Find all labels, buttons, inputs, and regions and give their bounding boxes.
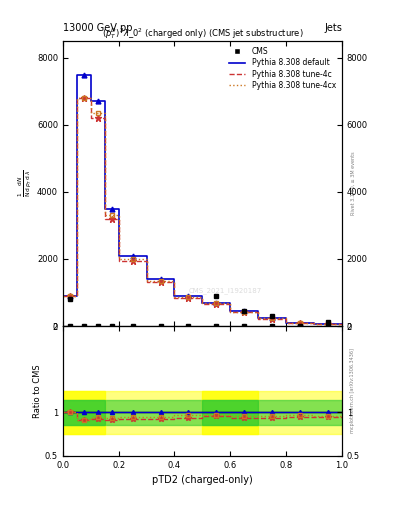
Pythia 8.308 default: [61, 293, 65, 299]
Text: Rivet 3.1.10, ≥ 3M events: Rivet 3.1.10, ≥ 3M events: [350, 152, 355, 216]
Pythia 8.308 tune-4cx: [312, 320, 316, 326]
Text: mcplots.cern.ch [arXiv:1306.3436]: mcplots.cern.ch [arXiv:1306.3436]: [350, 349, 355, 433]
Pythia 8.308 default: [200, 293, 205, 299]
Pythia 8.308 tune-4c: [200, 294, 205, 301]
Pythia 8.308 default: [88, 72, 93, 78]
Pythia 8.308 tune-4cx: [340, 321, 344, 327]
Pythia 8.308 tune-4c: [200, 301, 205, 307]
Pythia 8.308 tune-4c: [340, 321, 344, 327]
Pythia 8.308 tune-4cx: [256, 309, 261, 315]
Pythia 8.308 tune-4cx: [75, 95, 79, 101]
Pythia 8.308 tune-4cx: [61, 293, 65, 299]
Pythia 8.308 tune-4c: [144, 280, 149, 286]
Pythia 8.308 tune-4cx: [116, 212, 121, 219]
Pythia 8.308 tune-4cx: [256, 315, 261, 322]
Pythia 8.308 tune-4c: [312, 320, 316, 326]
Pythia 8.308 default: [75, 293, 79, 299]
Pythia 8.308 default: [172, 293, 177, 299]
Text: Jets: Jets: [324, 23, 342, 33]
Pythia 8.308 tune-4c: [61, 293, 65, 299]
Pythia 8.308 tune-4cx: [116, 256, 121, 262]
Pythia 8.308 tune-4cx: [144, 256, 149, 262]
Pythia 8.308 tune-4c: [228, 301, 233, 307]
Title: $(p_T^D)^2\lambda\_0^2$ (charged only) (CMS jet substructure): $(p_T^D)^2\lambda\_0^2$ (charged only) (…: [101, 26, 303, 41]
Bar: [202, 399, 258, 425]
Pythia 8.308 tune-4c: [75, 293, 79, 299]
Pythia 8.308 tune-4c: [172, 280, 177, 286]
Pythia 8.308 tune-4c: [228, 309, 233, 315]
Pythia 8.308 tune-4c: [116, 258, 121, 264]
Pythia 8.308 tune-4cx: [284, 320, 288, 326]
Pythia 8.308 default: [102, 98, 107, 104]
Pythia 8.308 tune-4c: [284, 320, 288, 326]
Pythia 8.308 default: [102, 206, 107, 212]
Pythia 8.308 default: [312, 321, 316, 327]
Pythia 8.308 tune-4cx: [102, 110, 107, 116]
Pythia 8.308 default: [144, 252, 149, 259]
Pythia 8.308 default: [256, 315, 261, 321]
Pythia 8.308 tune-4c: [88, 95, 93, 101]
Bar: [63, 391, 105, 434]
Line: Pythia 8.308 default: Pythia 8.308 default: [63, 75, 342, 324]
Bar: [63, 399, 342, 425]
Pythia 8.308 tune-4c: [102, 115, 107, 121]
Line: Pythia 8.308 tune-4cx: Pythia 8.308 tune-4cx: [63, 98, 342, 324]
Pythia 8.308 default: [284, 315, 288, 321]
Pythia 8.308 tune-4c: [172, 294, 177, 301]
Pythia 8.308 default: [256, 308, 261, 314]
Legend: CMS, Pythia 8.308 default, Pythia 8.308 tune-4c, Pythia 8.308 tune-4cx: CMS, Pythia 8.308 default, Pythia 8.308 …: [226, 45, 338, 92]
Pythia 8.308 default: [116, 252, 121, 259]
Pythia 8.308 tune-4cx: [102, 212, 107, 219]
Pythia 8.308 default: [116, 206, 121, 212]
Pythia 8.308 tune-4c: [256, 315, 261, 322]
Pythia 8.308 tune-4cx: [284, 315, 288, 322]
Pythia 8.308 default: [284, 319, 288, 326]
Pythia 8.308 default: [75, 72, 79, 78]
Pythia 8.308 tune-4c: [75, 95, 79, 101]
Pythia 8.308 default: [228, 308, 233, 314]
Pythia 8.308 tune-4c: [144, 258, 149, 264]
Pythia 8.308 tune-4cx: [200, 300, 205, 306]
Pythia 8.308 tune-4cx: [75, 293, 79, 299]
X-axis label: pTD2 (charged-only): pTD2 (charged-only): [152, 475, 253, 485]
Pythia 8.308 tune-4cx: [144, 279, 149, 285]
Y-axis label: Ratio to CMS: Ratio to CMS: [33, 364, 42, 418]
Pythia 8.308 default: [144, 276, 149, 282]
Pythia 8.308 tune-4c: [284, 315, 288, 322]
Pythia 8.308 tune-4cx: [312, 321, 316, 327]
Pythia 8.308 default: [340, 321, 344, 327]
Pythia 8.308 default: [88, 98, 93, 104]
Bar: [63, 391, 342, 434]
Bar: [63, 399, 105, 425]
Pythia 8.308 tune-4cx: [200, 294, 205, 300]
Pythia 8.308 default: [172, 276, 177, 282]
Pythia 8.308 tune-4c: [88, 115, 93, 121]
Pythia 8.308 tune-4cx: [172, 294, 177, 300]
Line: Pythia 8.308 tune-4c: Pythia 8.308 tune-4c: [63, 98, 342, 324]
Pythia 8.308 tune-4c: [312, 321, 316, 327]
Y-axis label: $\frac{1}{\mathrm{N}}\frac{\mathrm{d}N}{\mathrm{d}\,p_T\,\mathrm{d}\,\lambda}$: $\frac{1}{\mathrm{N}}\frac{\mathrm{d}N}{…: [17, 169, 34, 197]
Pythia 8.308 tune-4cx: [172, 279, 177, 285]
Pythia 8.308 default: [200, 300, 205, 306]
Pythia 8.308 tune-4c: [256, 309, 261, 315]
Pythia 8.308 tune-4cx: [88, 95, 93, 101]
Text: 13000 GeV pp: 13000 GeV pp: [63, 23, 132, 33]
Pythia 8.308 tune-4cx: [228, 300, 233, 306]
Pythia 8.308 tune-4c: [116, 216, 121, 222]
Pythia 8.308 default: [312, 319, 316, 326]
Pythia 8.308 default: [228, 300, 233, 306]
Bar: [202, 391, 258, 434]
Pythia 8.308 tune-4c: [102, 216, 107, 222]
Pythia 8.308 tune-4cx: [88, 110, 93, 116]
Pythia 8.308 tune-4cx: [228, 309, 233, 315]
Text: CMS_2021_I1920187: CMS_2021_I1920187: [189, 287, 262, 293]
